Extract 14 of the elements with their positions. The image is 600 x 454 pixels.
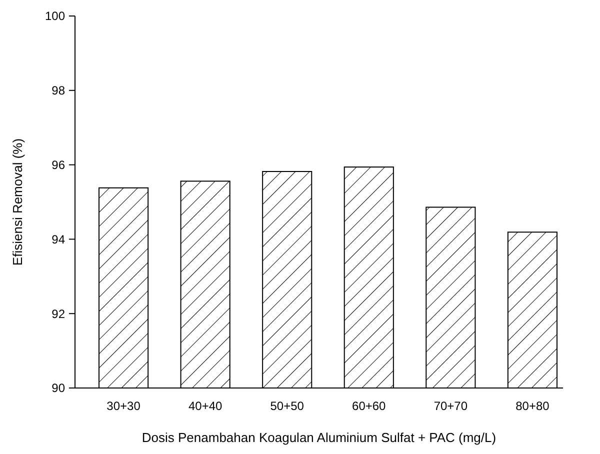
y-axis-title: Efisiensi Removal (%) — [10, 138, 25, 266]
y-tick-label: 92 — [52, 306, 66, 321]
y-tick-label: 94 — [52, 232, 66, 246]
x-tick-label: 70+70 — [434, 399, 468, 413]
x-tick-label: 50+50 — [270, 399, 304, 413]
y-tick-label: 90 — [52, 381, 66, 396]
y-tick-label: 96 — [52, 158, 66, 172]
x-tick-label: 40+40 — [188, 399, 222, 413]
x-tick-label: 30+30 — [106, 399, 141, 413]
x-axis-title: Dosis Penambahan Koagulan Aluminium Sulfat + PAC (mg/L) — [142, 430, 496, 445]
y-tick-label: 100 — [44, 9, 66, 24]
x-tick-label: 60+60 — [352, 399, 386, 413]
x-tick-label: 80+80 — [516, 399, 550, 413]
y-tick-label: 98 — [52, 84, 66, 98]
